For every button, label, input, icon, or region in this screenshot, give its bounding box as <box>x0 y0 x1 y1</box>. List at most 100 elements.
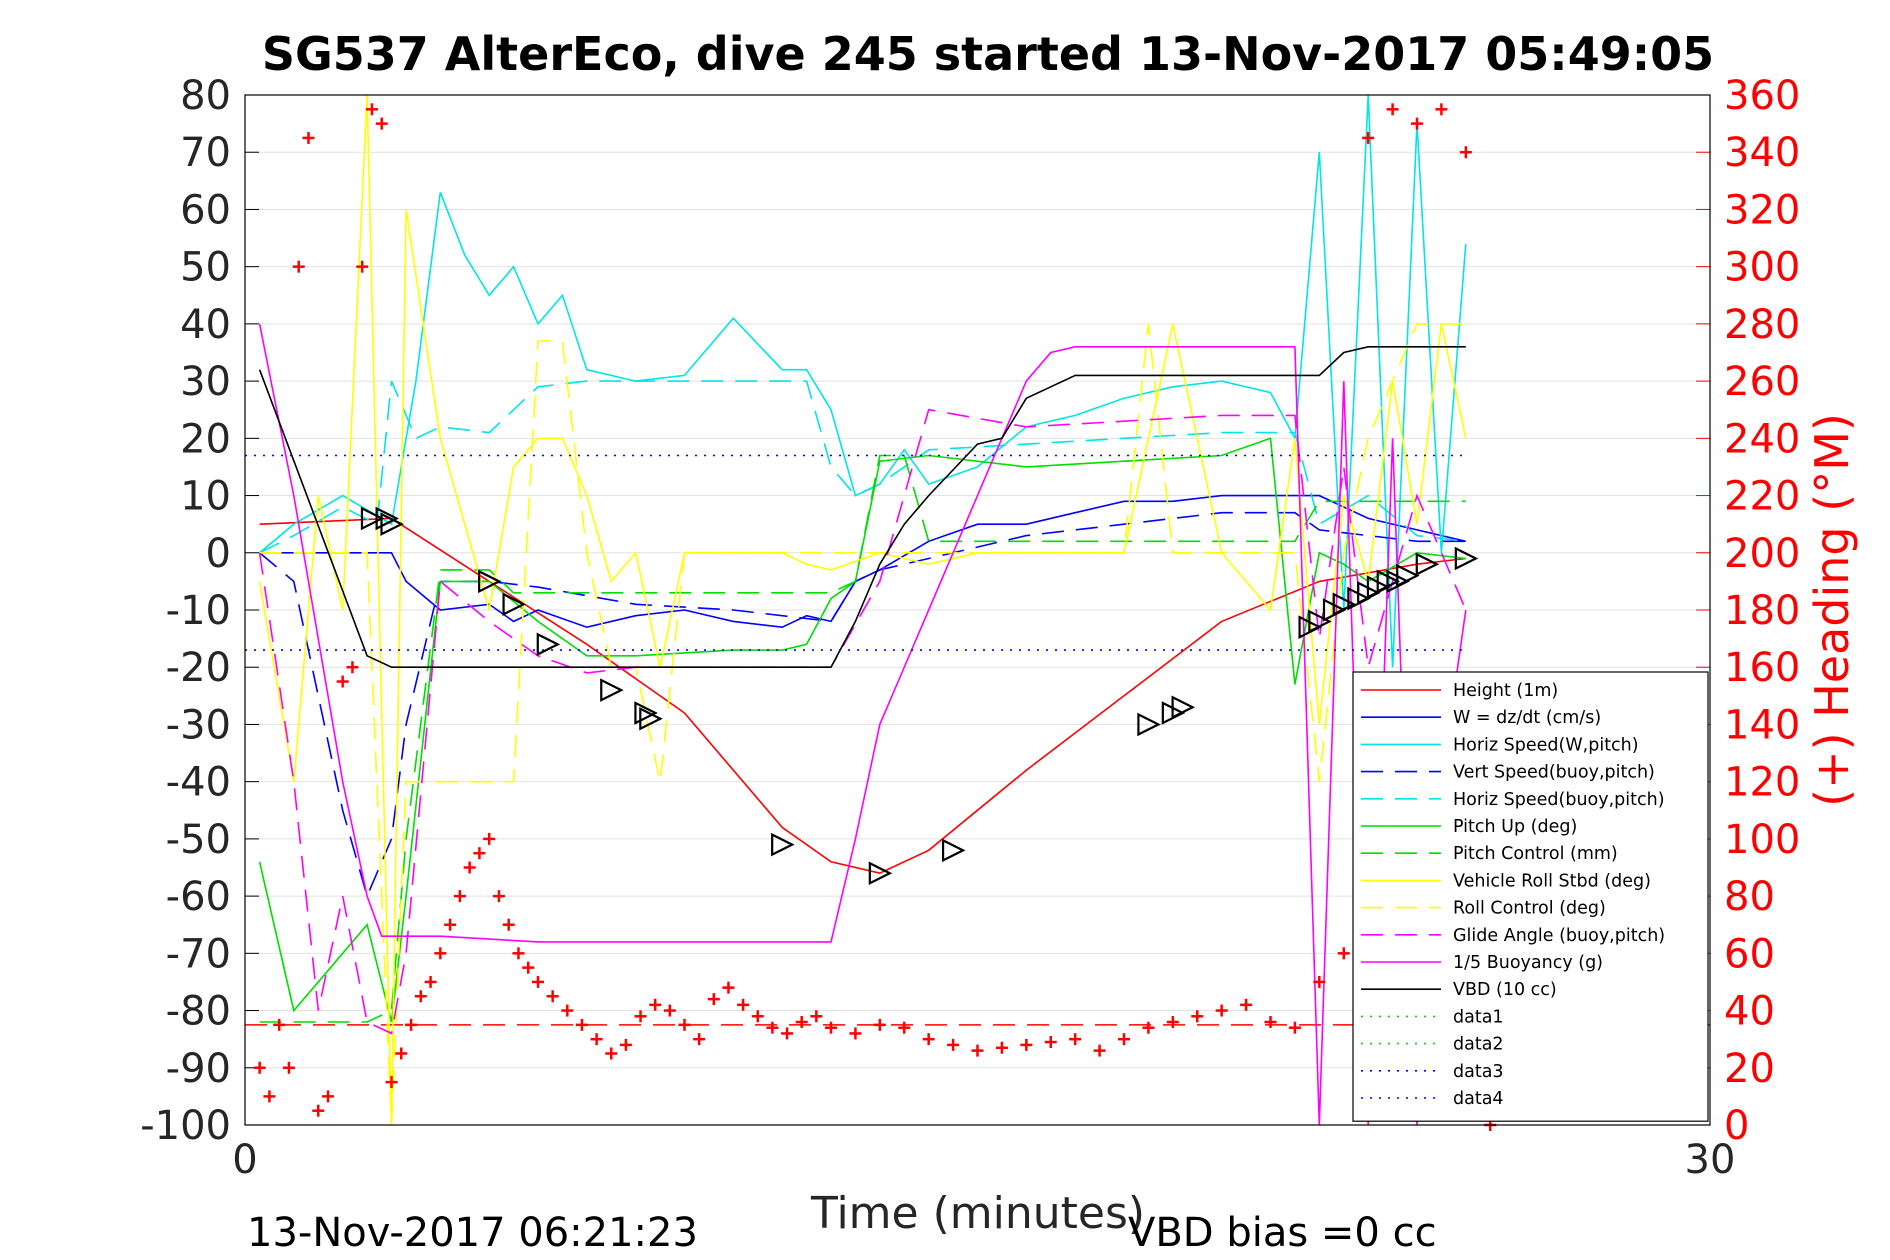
x-axis: 0 30 <box>232 1111 1735 1183</box>
triangle-marker <box>1137 712 1161 737</box>
left-tick-label: -90 <box>166 1046 231 1092</box>
right-tick-label: 60 <box>1724 931 1775 977</box>
heading-point <box>346 661 359 674</box>
heading-point <box>1215 1004 1228 1017</box>
heading-point <box>561 1004 574 1017</box>
heading-point <box>795 1016 808 1028</box>
heading-point <box>1020 1038 1033 1051</box>
heading-point <box>947 1038 960 1051</box>
heading-point <box>453 890 466 903</box>
triangle-marker <box>639 706 663 731</box>
heading-point <box>634 1010 647 1023</box>
heading-point <box>649 998 662 1011</box>
heading-point <box>1191 1010 1204 1023</box>
triangle-marker <box>771 832 795 857</box>
triangle-marker <box>502 592 527 617</box>
triangle-marker <box>941 838 966 863</box>
heading-points <box>253 103 1497 1131</box>
right-tick-label: 200 <box>1724 531 1800 577</box>
footer-timestamp: 13-Nov-2017 06:21:23 <box>247 1210 698 1256</box>
triangle-marker <box>634 701 658 725</box>
left-tick-label: 70 <box>180 130 231 176</box>
series-line <box>259 380 1466 554</box>
heading-point <box>766 1021 779 1034</box>
left-tick-label: -20 <box>166 645 231 691</box>
legend-label: Horiz Speed(buoy,pitch) <box>1453 790 1665 810</box>
left-tick-label: 30 <box>180 359 231 405</box>
heading-point <box>781 1027 794 1040</box>
triangle-marker <box>1308 609 1332 634</box>
triangle-marker <box>375 506 400 531</box>
legend-label: Vert Speed(buoy,pitch) <box>1453 763 1655 783</box>
x-tick-label: 0 <box>232 1137 257 1183</box>
heading-point <box>1118 1033 1130 1046</box>
vbd-bias-label: VBD bias =0 cc <box>1128 1210 1437 1256</box>
series-line <box>259 517 1466 875</box>
heading-point <box>483 832 496 845</box>
heading-point <box>678 1018 691 1031</box>
heading-point <box>722 981 735 994</box>
right-tick-label: 240 <box>1724 416 1800 462</box>
heading-point <box>590 1033 603 1046</box>
heading-point <box>356 260 369 273</box>
triangle-marker <box>868 861 893 886</box>
triangle-marker <box>1454 546 1479 571</box>
series-line <box>259 95 1467 668</box>
left-tick-label: 50 <box>180 245 231 291</box>
series-layer <box>245 95 1710 1125</box>
heading-point <box>292 260 305 273</box>
legend-label: Vehicle Roll Stbd (deg) <box>1453 871 1651 891</box>
legend-label: Height (1m) <box>1453 681 1558 701</box>
heading-point <box>1313 975 1326 988</box>
heading-point <box>737 998 750 1011</box>
heading-point <box>995 1041 1008 1054</box>
heading-point <box>810 1010 823 1023</box>
triangle-marker <box>1171 695 1196 720</box>
x-axis-label: Time (minutes) <box>810 1188 1145 1239</box>
heading-point <box>1362 131 1375 144</box>
triangle-marker <box>1415 552 1440 577</box>
left-tick-label: -10 <box>166 588 231 634</box>
triangle-marker <box>360 506 385 531</box>
series-line <box>258 345 1466 669</box>
legend-label: data1 <box>1453 1007 1504 1027</box>
heading-point <box>444 918 457 931</box>
plot-frame <box>244 94 1711 1126</box>
heading-point <box>575 1018 588 1031</box>
heading-point <box>532 975 544 988</box>
heading-point <box>322 1090 335 1103</box>
heading-point <box>424 975 437 988</box>
heading-point <box>1166 1016 1179 1028</box>
left-tick-label: -80 <box>166 989 231 1035</box>
y-axis-left: 80 70 60 50 40 30 20 10 0 -10 -20 -30 -40 -50 -60 -70 -8… <box>140 73 259 1149</box>
triangle-markers <box>360 506 1479 886</box>
heading-point <box>473 847 486 860</box>
heading-point <box>751 1010 764 1023</box>
legend-label: W = dz/dt (cm/s) <box>1453 708 1601 728</box>
heading-point <box>502 918 515 931</box>
heading-point <box>546 990 559 1003</box>
series-line <box>258 437 1466 1023</box>
series-line <box>259 511 1466 899</box>
left-tick-label: 80 <box>180 73 231 119</box>
left-tick-label: -30 <box>166 702 231 748</box>
chart-title: SG537 AlterEco, dive 245 started 13-Nov-… <box>262 27 1714 81</box>
heading-point <box>434 947 447 960</box>
heading-point <box>1069 1033 1082 1046</box>
right-tick-label: 20 <box>1724 1046 1775 1092</box>
right-tick-label: 220 <box>1724 474 1800 520</box>
legend-label: Glide Angle (buoy,pitch) <box>1453 926 1665 946</box>
series-line <box>258 323 1467 1125</box>
legend-label: data2 <box>1453 1035 1504 1055</box>
right-tick-label: 360 <box>1724 73 1800 119</box>
heading-point <box>971 1044 984 1057</box>
triangle-marker <box>1332 592 1357 617</box>
heading-point <box>873 1018 886 1031</box>
heading-point <box>1459 146 1472 159</box>
heading-point <box>1142 1021 1155 1034</box>
heading-point <box>365 103 378 116</box>
legend-label: data4 <box>1453 1089 1504 1109</box>
heading-point <box>1411 117 1423 130</box>
left-tick-label: -40 <box>166 760 231 806</box>
